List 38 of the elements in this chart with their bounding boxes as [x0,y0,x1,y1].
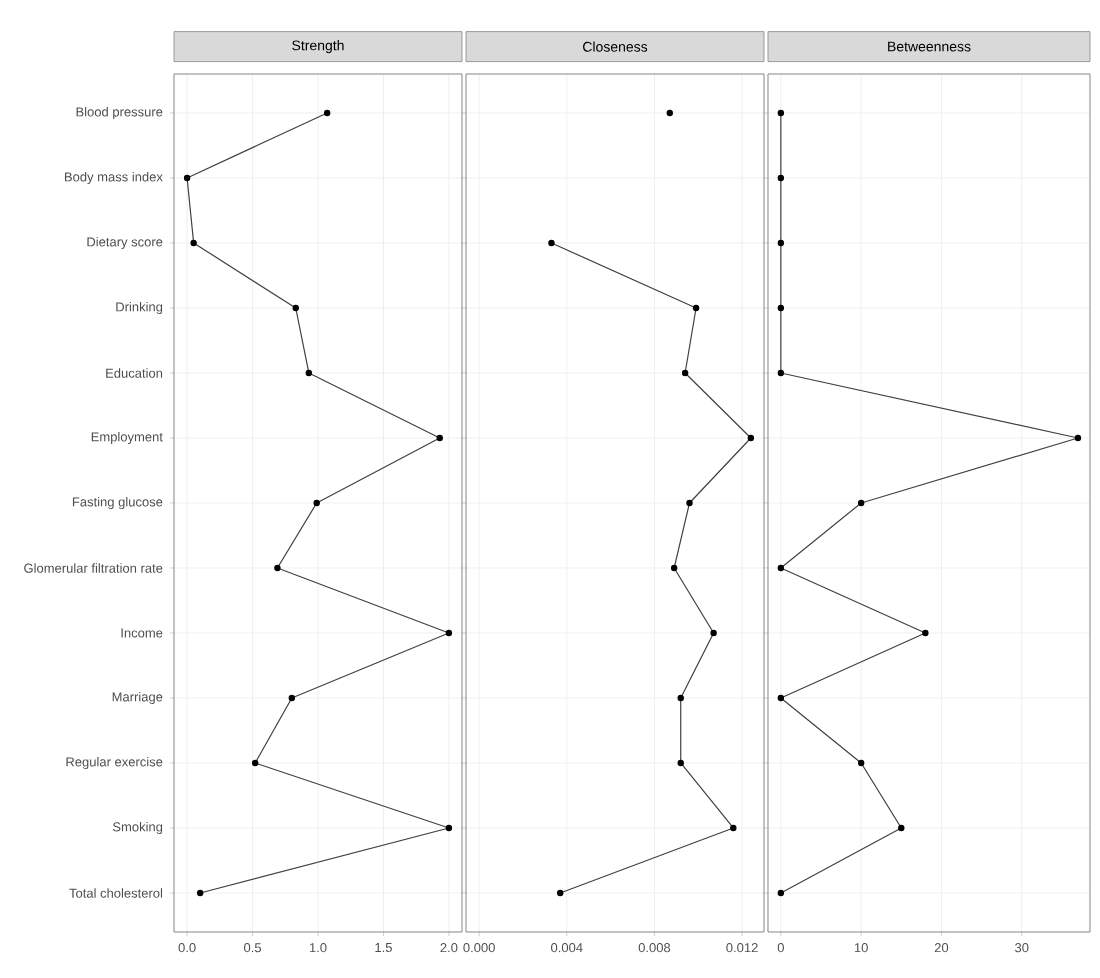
point [445,629,453,637]
point [777,109,785,117]
point [274,564,281,572]
point [692,304,700,312]
point [898,824,905,832]
point [548,239,555,247]
point [666,109,673,117]
point [190,239,197,247]
point [857,499,865,507]
point [670,564,678,572]
point [777,304,785,312]
point [445,824,453,832]
point [677,694,684,702]
point [730,824,737,832]
point [922,629,929,637]
point [292,304,299,312]
point [777,174,785,182]
point [710,629,717,637]
point [681,369,689,377]
point [251,759,259,767]
point [686,499,693,507]
point [557,889,564,897]
point [313,499,320,507]
point [677,759,684,767]
point [747,434,755,442]
point [436,434,443,442]
point [857,759,865,767]
point [1074,434,1082,442]
point [183,174,191,182]
point [777,694,785,702]
point [323,109,331,117]
point [305,369,313,377]
point [777,369,785,377]
point [777,564,785,572]
point [288,694,296,702]
point [196,889,204,897]
point [777,239,785,247]
point [777,889,785,897]
